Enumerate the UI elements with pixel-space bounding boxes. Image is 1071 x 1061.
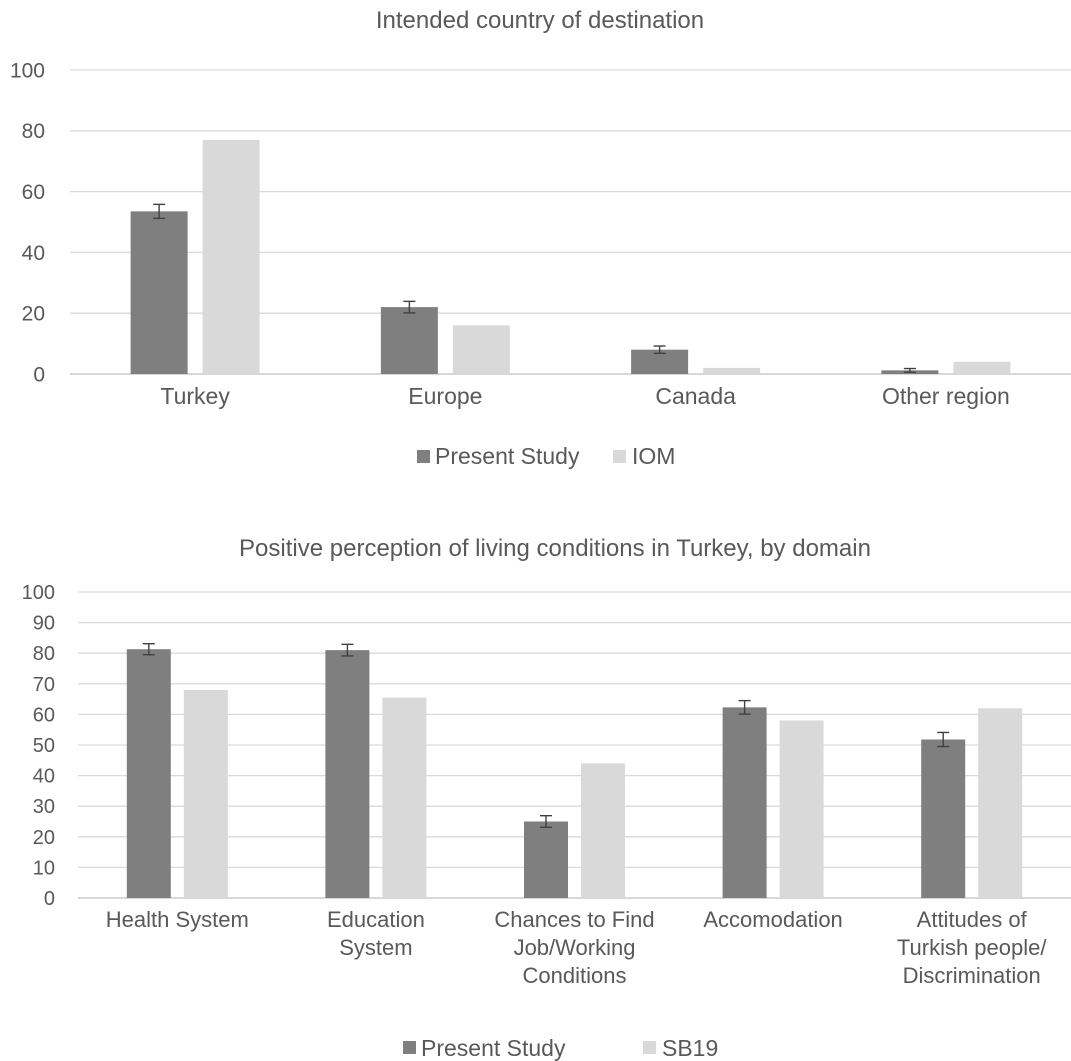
error-bar-2 bbox=[341, 643, 354, 657]
error-bar-4 bbox=[903, 367, 916, 373]
legend: Present Study SB19 bbox=[403, 1035, 718, 1061]
y-tick-label: 80 bbox=[22, 120, 45, 143]
y-tick-label: 20 bbox=[33, 827, 55, 849]
chart-title: Intended country of destination bbox=[376, 7, 704, 34]
bar-iom-2 bbox=[452, 325, 510, 374]
bar-sb19-1 bbox=[183, 689, 228, 898]
y-tick-label: 0 bbox=[33, 363, 45, 386]
y-tick-label: 90 bbox=[33, 613, 55, 635]
x-tick-label: Accomodation bbox=[703, 907, 842, 932]
x-tick-label: Turkey bbox=[160, 383, 230, 409]
y-tick-labels: 0 20 40 60 80 100 bbox=[10, 59, 45, 386]
y-tick-label: 0 bbox=[44, 888, 55, 910]
y-tick-label: 10 bbox=[33, 857, 55, 879]
bar-iom-4 bbox=[953, 361, 1011, 374]
error-bar-2 bbox=[403, 300, 416, 314]
legend-label-iom: IOM bbox=[632, 443, 675, 469]
bar-iom-3 bbox=[703, 367, 761, 374]
y-tick-label: 60 bbox=[22, 181, 45, 204]
bar-present-study-4 bbox=[722, 707, 767, 898]
bars bbox=[130, 139, 1011, 374]
y-tick-labels: 0 10 20 30 40 50 60 70 80 90 100 bbox=[22, 582, 55, 910]
error-bar-5 bbox=[937, 731, 950, 748]
bar-present-study-1 bbox=[126, 649, 171, 898]
legend-label-present-study: Present Study bbox=[435, 443, 580, 469]
y-tick-label: 40 bbox=[33, 766, 55, 788]
chart-title: Positive perception of living conditions… bbox=[239, 535, 871, 562]
y-tick-label: 100 bbox=[22, 582, 55, 604]
y-tick-label: 60 bbox=[33, 704, 55, 726]
y-tick-label: 50 bbox=[33, 735, 55, 757]
bar-present-study-1 bbox=[130, 211, 188, 374]
legend-swatch-present-study bbox=[417, 450, 430, 463]
gridlines bbox=[78, 591, 1071, 899]
legend-swatch-sb19 bbox=[643, 1041, 656, 1054]
bar-sb19-3 bbox=[581, 763, 625, 898]
error-bar-3 bbox=[653, 345, 666, 355]
error-bar-1 bbox=[142, 643, 155, 656]
bar-sb19-4 bbox=[779, 720, 824, 898]
x-tick-label: Education System bbox=[327, 907, 425, 960]
x-tick-label: Europe bbox=[408, 383, 482, 409]
x-tick-labels: Health System Education System Chances to F… bbox=[106, 907, 1048, 988]
bar-present-study-5 bbox=[921, 739, 966, 898]
x-tick-labels: Turkey Europe Canada Other region bbox=[160, 383, 1009, 409]
legend-swatch-present-study bbox=[403, 1041, 416, 1054]
legend-label-present-study: Present Study bbox=[421, 1035, 566, 1061]
bar-present-study-3 bbox=[524, 821, 568, 898]
legend-label-sb19: SB19 bbox=[662, 1035, 718, 1061]
x-tick-label: Attitudes of Turkish people/Discriminatio… bbox=[897, 907, 1047, 988]
x-tick-label: Other region bbox=[882, 383, 1010, 409]
x-tick-label: Health System bbox=[106, 907, 249, 932]
y-tick-label: 70 bbox=[33, 674, 55, 696]
bars bbox=[126, 643, 1023, 898]
bar-iom-1 bbox=[202, 139, 260, 374]
x-tick-label: Canada bbox=[655, 383, 736, 409]
living-conditions-chart-svg: Positive perception of living conditions… bbox=[22, 535, 1071, 1061]
error-bar-3 bbox=[540, 814, 552, 829]
bar-sb19-5 bbox=[978, 708, 1023, 898]
bar-present-study-2 bbox=[380, 307, 438, 374]
y-tick-label: 20 bbox=[22, 303, 45, 326]
living-conditions-chart: Positive perception of living conditions… bbox=[0, 525, 1071, 1061]
y-tick-label: 40 bbox=[22, 242, 45, 265]
bar-sb19-2 bbox=[382, 697, 427, 898]
legend-swatch-iom bbox=[613, 450, 626, 463]
bar-present-study-2 bbox=[325, 650, 370, 898]
y-tick-label: 30 bbox=[33, 796, 55, 818]
error-bar-4 bbox=[738, 699, 751, 715]
error-bar-1 bbox=[153, 203, 166, 220]
destination-chart: Intended country of destination 0 20 40 60 8… bbox=[0, 0, 1071, 500]
y-tick-label: 80 bbox=[33, 643, 55, 665]
x-tick-label: Chances to Find Job/Working Conditions bbox=[494, 907, 654, 988]
destination-chart-svg: Intended country of destination 0 20 40 60 8… bbox=[10, 7, 1071, 469]
y-tick-label: 100 bbox=[10, 59, 45, 82]
legend: Present Study IOM bbox=[417, 443, 675, 469]
